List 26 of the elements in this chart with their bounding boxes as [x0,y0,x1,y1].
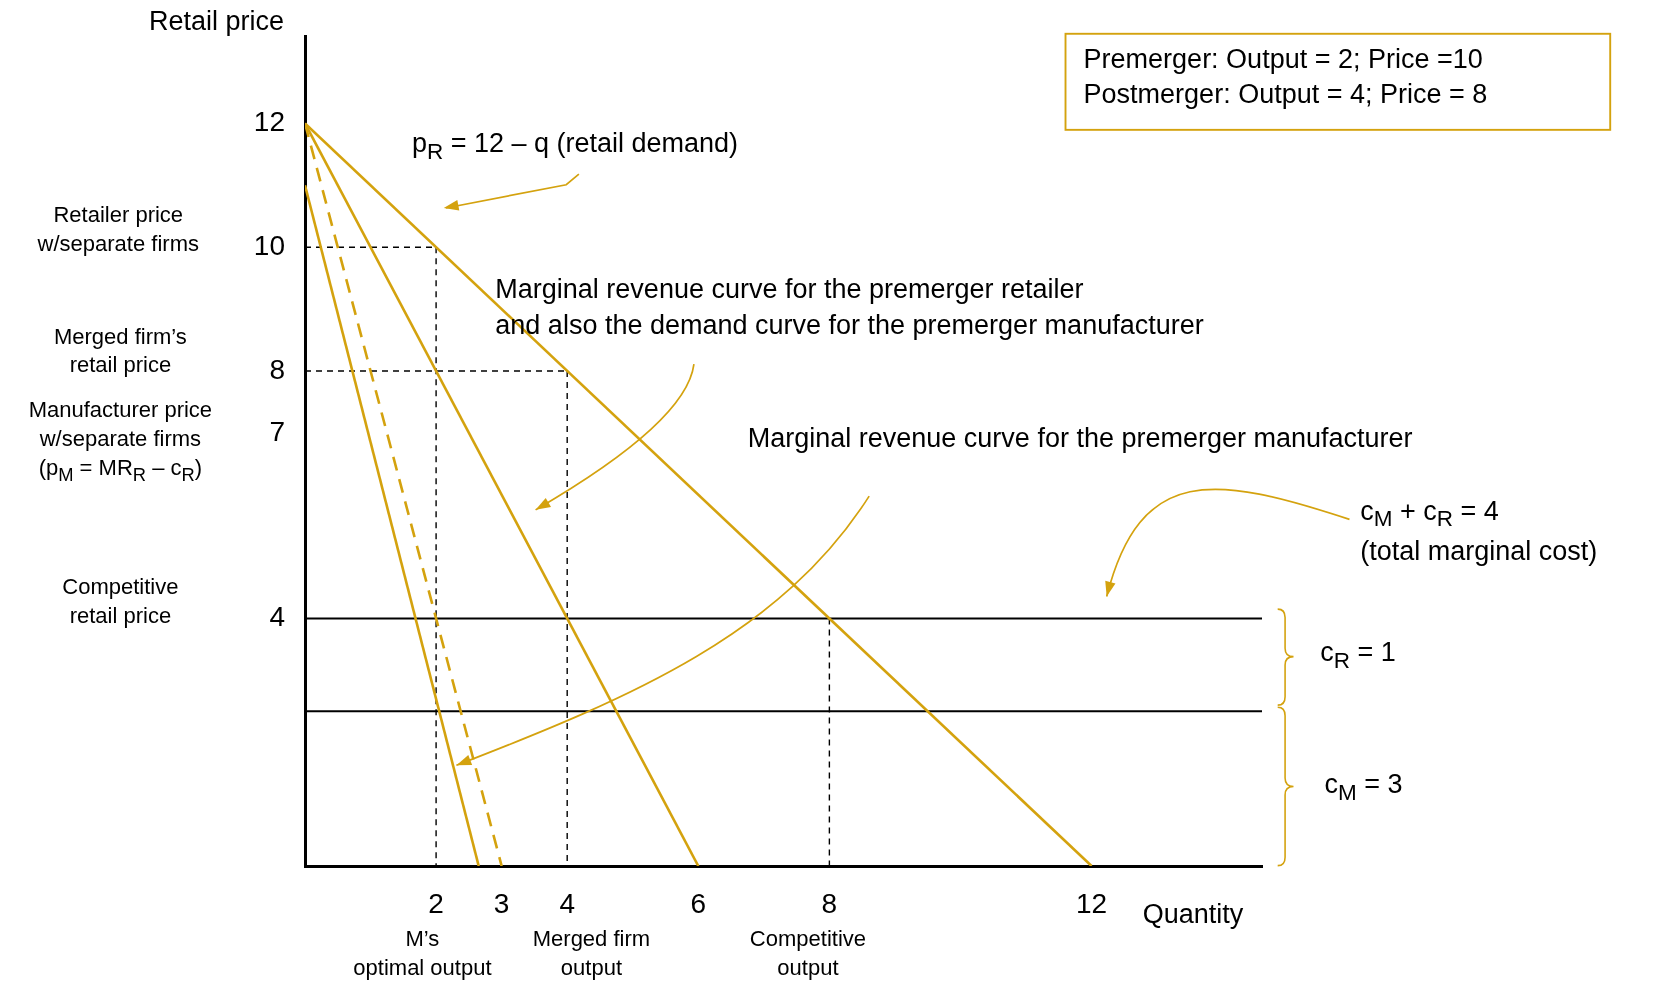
y-axis-title: Retail price [149,5,285,37]
text: c$_{M}$ + c$_{R}$ = 4 (total marginal cost) [1360,495,1598,568]
y-tick-label: 8 [269,353,285,385]
x-tick-label: 12 [1076,887,1108,919]
text: c$_{M}$ = 3 [1324,768,1403,807]
x-tick-label: 8 [821,887,838,919]
text: Merged firm output [532,925,651,982]
text: M’s optimal output [353,925,492,982]
y-tick-label: 10 [253,229,285,261]
text: Retailer price w/separate firms [37,201,199,259]
y-tick-label: 7 [269,415,285,447]
y-tick-label: 12 [253,106,285,138]
y-tick-label: 4 [269,601,285,633]
text: c$_{R}$ = 1 [1320,635,1396,675]
text: Competitive output [749,925,866,982]
text: Merged firm’s retail price [53,323,187,380]
x-tick-label: 4 [559,887,575,919]
annotation: Marginal revenue curve for the premerger manufacturer [747,422,1413,456]
text: Manufacturer price w/separate firms (p$_{M}$ = MR$_{R}$ – c$_{R}$) [28,397,213,485]
annotation: p$_{R}$ = 12 – q (retail demand) [411,126,739,166]
annotation: Premerger: Output = 2; Price =10 Postmerger: Output = 4; Price = 8 [1083,43,1488,112]
x-tick-label: 2 [428,887,444,919]
x-tick-label: 3 [493,887,510,919]
text: Competitive retail price [62,573,179,630]
x-tick-label: 6 [690,887,707,919]
x-axis-title: Quantity [1142,898,1244,930]
